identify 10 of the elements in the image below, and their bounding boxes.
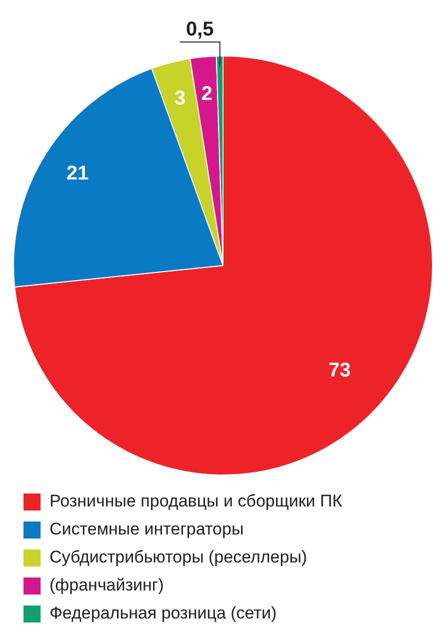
- legend-label: Федеральная розница (сети): [50, 604, 277, 623]
- legend-label: Системные интеграторы: [50, 520, 244, 539]
- legend-label: Субдистрибьюторы (реселлеры): [50, 548, 308, 567]
- data-label: 73: [328, 359, 351, 382]
- data-label: 3: [174, 88, 186, 110]
- data-label: 21: [66, 162, 89, 185]
- data-label: 2: [201, 82, 212, 105]
- legend-label: Розничные продавцы и сборщики ПК: [50, 492, 342, 511]
- legend-label: (франчайзинг): [50, 576, 164, 595]
- data-label: 0,5: [186, 18, 214, 41]
